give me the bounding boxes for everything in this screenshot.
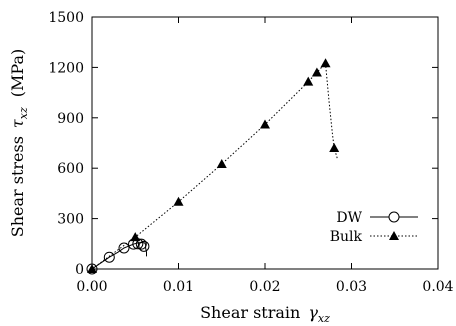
- y-tick-label: 1500: [48, 10, 84, 26]
- x-tick-labels: 0.00 0.01 0.02 0.03 0.04: [76, 279, 453, 295]
- x-tick-label: 0.04: [422, 279, 453, 295]
- x-tick-label: 0.00: [76, 279, 107, 295]
- data-point-bulk: [130, 232, 141, 242]
- legend-marker-bulk: [389, 231, 399, 240]
- axis-ticks: [91, 16, 439, 270]
- x-tick-label: 0.01: [163, 279, 194, 295]
- y-tick-label: 0: [75, 262, 84, 278]
- data-point-dw: [118, 242, 130, 254]
- y-tick-label: 900: [57, 111, 84, 127]
- data-point-bulk: [87, 264, 97, 273]
- plot-frame: [91, 16, 439, 270]
- x-tick-label: 0.02: [249, 279, 280, 295]
- data-point-bulk: [311, 67, 322, 77]
- data-point-dw: [103, 251, 115, 263]
- data-point-dw: [138, 240, 150, 252]
- y-axis-label: Shear stressτxz(MPa): [8, 49, 30, 238]
- legend: DW Bulk: [330, 210, 418, 245]
- legend-marker-dw: [388, 211, 400, 223]
- y-tick-label: 600: [57, 161, 84, 177]
- legend-label-bulk: Bulk: [330, 229, 363, 245]
- series-line-bulk: [91, 62, 339, 270]
- y-tick-label: 1200: [48, 60, 84, 76]
- y-tick-labels: 0 300 600 900 1200 1500: [48, 10, 84, 278]
- data-point-bulk: [303, 76, 314, 86]
- y-tick-label: 300: [57, 212, 84, 228]
- data-point-bulk: [216, 159, 227, 168]
- data-point-dw: [135, 238, 147, 250]
- x-axis-label: Shear strain γxz: [200, 303, 330, 325]
- legend-label-dw: DW: [336, 210, 362, 226]
- data-point-bulk: [320, 58, 331, 68]
- data-point-bulk: [260, 119, 270, 129]
- data-point-bulk: [173, 196, 184, 206]
- series-markers: [86, 58, 340, 275]
- series-lines: [91, 62, 339, 270]
- x-tick-label: 0.03: [336, 279, 367, 295]
- data-point-bulk: [329, 143, 340, 153]
